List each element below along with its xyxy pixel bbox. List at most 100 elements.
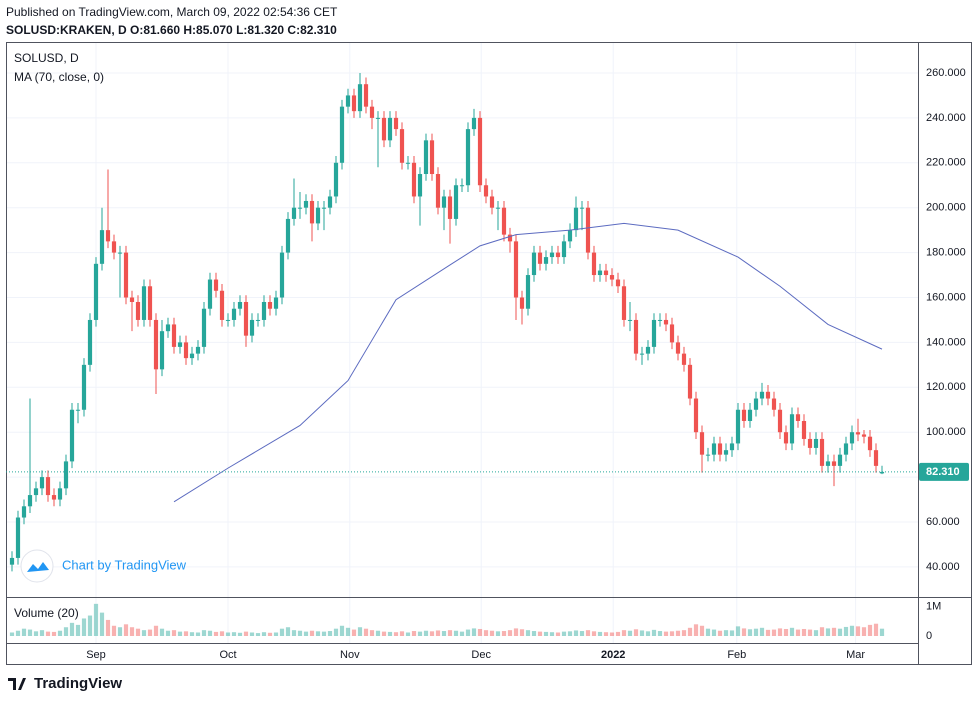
candle-body	[81, 364, 87, 410]
y-tick-label: 260.000	[926, 67, 966, 79]
volume-bar	[567, 631, 573, 636]
candle-body	[507, 234, 513, 242]
volume-bar	[525, 630, 531, 636]
volume-bar	[291, 630, 297, 636]
candle-body	[153, 319, 159, 370]
candle-body	[663, 319, 669, 325]
quote: SOLUSD:KRAKEN, D O:81.660 H:85.070 L:81.…	[6, 23, 337, 37]
x-tick-label: Nov	[340, 649, 360, 661]
candle-body	[633, 319, 639, 354]
volume-bar	[207, 630, 213, 636]
candle-body	[51, 495, 57, 500]
candle-body	[327, 196, 333, 208]
candle-body	[591, 252, 597, 276]
candle-body	[795, 414, 801, 421]
candle-body	[729, 443, 735, 451]
volume-bar	[465, 629, 471, 636]
volume-bar	[189, 632, 195, 636]
volume-bar	[111, 625, 117, 636]
candle-body	[39, 477, 45, 489]
x-tick-label: Feb	[727, 649, 746, 661]
volume-bar	[297, 630, 303, 636]
volume-bar	[69, 622, 75, 636]
volume-bar	[159, 628, 165, 636]
volume-bar	[537, 631, 543, 636]
volume-bar	[495, 631, 501, 636]
volume-bar	[843, 626, 849, 636]
candle-body	[375, 117, 381, 119]
volume-bar	[165, 630, 171, 636]
candle-body	[33, 488, 39, 496]
volume-bar	[351, 629, 357, 636]
candle-body	[183, 342, 189, 359]
volume-tick-label: 0	[926, 630, 932, 642]
candle-body	[123, 252, 129, 298]
volume-bar	[753, 628, 759, 636]
candle-body	[363, 84, 369, 107]
candle-body	[669, 324, 675, 343]
volume-bar	[603, 632, 609, 636]
candle-body	[111, 241, 117, 253]
volume-bar	[375, 630, 381, 636]
candle-body	[813, 438, 819, 448]
candle-body	[831, 461, 837, 466]
candle-body	[423, 140, 429, 175]
candle-body	[45, 477, 51, 496]
candle-body	[321, 207, 327, 209]
volume-bar	[483, 630, 489, 636]
volume-bar	[135, 628, 141, 636]
volume-bar	[333, 628, 339, 636]
candle-body	[465, 129, 471, 186]
volume-bar	[747, 629, 753, 636]
candle-body	[483, 185, 489, 197]
y-tick-label: 240.000	[926, 112, 966, 124]
volume-bar	[861, 627, 867, 636]
volume-bar	[9, 632, 15, 636]
volume-bar	[765, 629, 771, 636]
volume-bar	[255, 633, 261, 636]
y-tick-label: 120.000	[926, 381, 966, 393]
volume-bar	[507, 630, 513, 636]
candle-body	[615, 279, 621, 287]
y-tick-label: 200.000	[926, 202, 966, 214]
last-price-label: 82.310	[926, 466, 960, 478]
candle-body	[843, 443, 849, 455]
candle-body	[711, 443, 717, 455]
candle-body	[201, 308, 207, 347]
candle-body	[441, 196, 447, 208]
candle-body	[405, 162, 411, 164]
volume-bar	[609, 632, 615, 636]
volume-bar	[27, 629, 33, 636]
ma-legend: MA (70, close, 0)	[14, 70, 104, 84]
symbol-legend: SOLUSD, D	[14, 51, 79, 65]
candle-body	[789, 414, 795, 444]
candle-body	[117, 252, 123, 254]
volume-bar	[237, 632, 243, 636]
candle-body	[783, 432, 789, 444]
candle-body	[873, 450, 879, 466]
candle-body	[231, 308, 237, 320]
candle-body	[381, 117, 387, 141]
candle-body	[693, 398, 699, 433]
x-tick-label: Sep	[86, 649, 106, 661]
candle-body	[747, 409, 753, 421]
candle-body	[333, 162, 339, 197]
candle-body	[141, 286, 147, 320]
volume-bar	[447, 630, 453, 636]
candle-body	[705, 454, 711, 456]
volume-bar	[309, 630, 315, 636]
volume-bar	[873, 623, 879, 636]
candle-body	[717, 443, 723, 455]
volume-bar	[339, 625, 345, 636]
candle-body	[57, 488, 63, 500]
candle-body	[549, 252, 555, 258]
y-tick-label: 180.000	[926, 247, 966, 259]
candle-body	[435, 174, 441, 208]
candle-body	[195, 346, 201, 354]
x-tick-label: Mar	[846, 649, 865, 661]
candle-body	[417, 174, 423, 197]
volume-bar	[693, 624, 699, 636]
candle-body	[171, 324, 177, 347]
volume-bar	[597, 631, 603, 636]
